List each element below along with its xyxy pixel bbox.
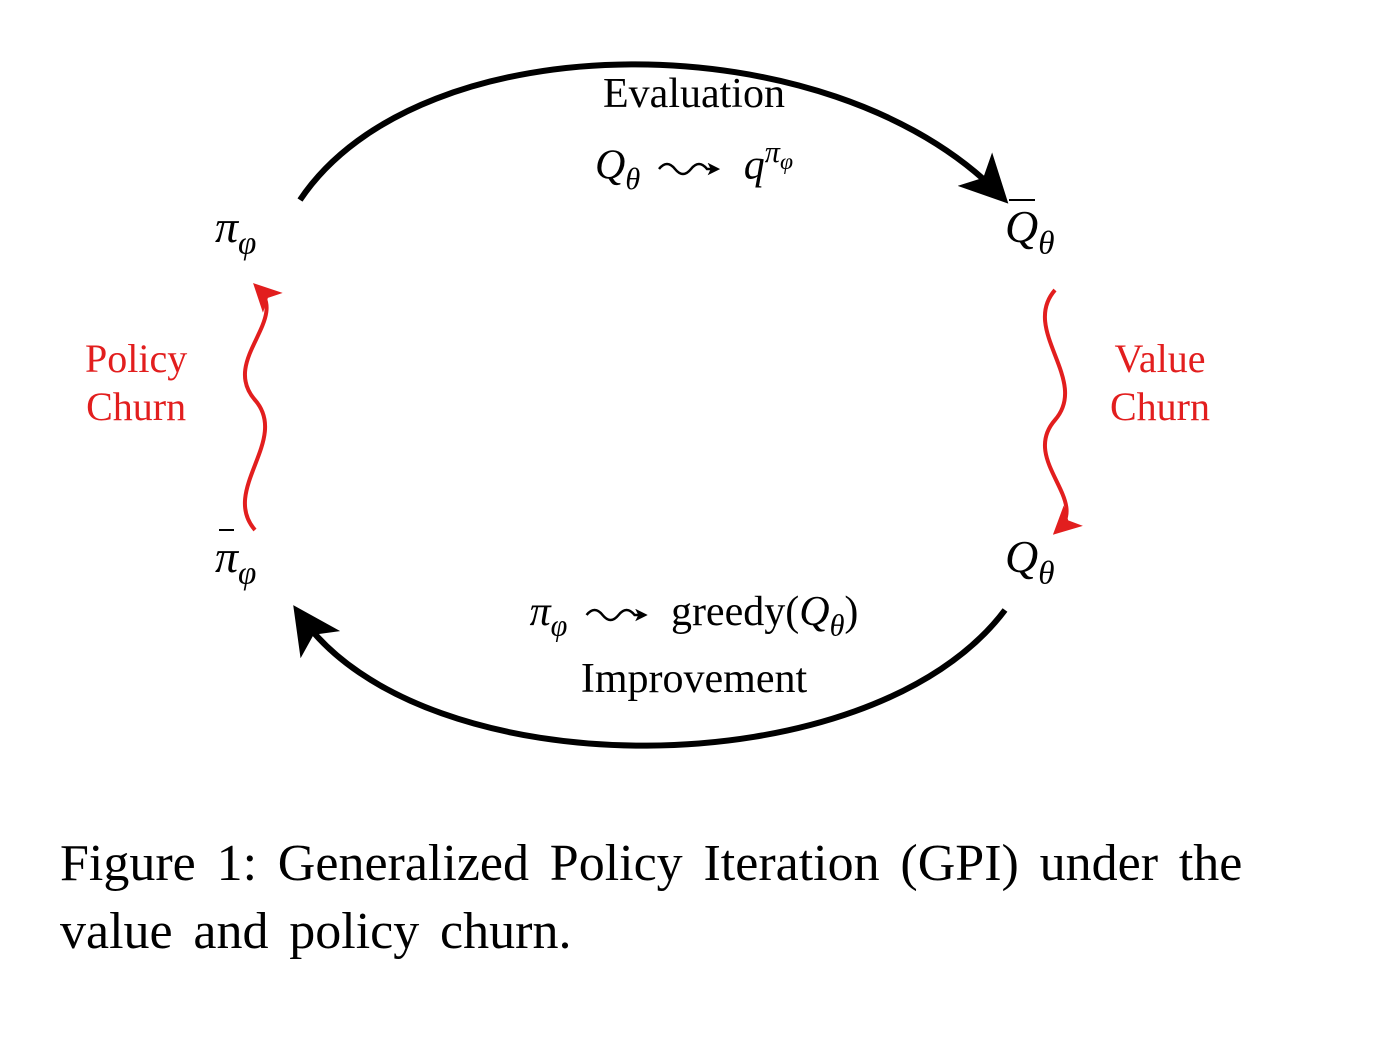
value-churn-line2: Churn [1110,384,1210,429]
eval-rhs-sup-sub: φ [780,149,793,175]
policy-churn-line2: Churn [86,384,186,429]
node-q-bar: Qθ [1005,200,1055,263]
improvement-expression: πφ greedy(Qθ) [530,588,859,644]
figure-caption: Figure 1: Generalized Policy Iteration (… [60,830,1328,965]
node-q-theta-symbol: Q [1005,531,1038,582]
node-q-theta: Qθ [1005,530,1055,593]
eval-lhs: Q [595,143,625,189]
eval-lhs-sub: θ [625,162,640,196]
node-pi-bar-symbol: π [215,530,238,583]
imp-greedy: greedy [671,589,785,635]
gpi-diagram: Evaluation Qθ qπφ πφ Qθ Policy Churn Val… [0,0,1388,800]
value-churn-line1: Value [1114,336,1205,381]
evaluation-label: Evaluation [603,70,785,118]
node-q-bar-sub: θ [1038,225,1054,262]
node-pi-bar-sub: φ [238,555,256,592]
node-q-bar-symbol: Q [1005,200,1038,253]
node-pi-bar: πφ [215,530,256,593]
node-pi-phi: πφ [215,200,256,263]
policy-churn-line1: Policy [85,336,187,381]
node-q-theta-sub: θ [1038,555,1054,592]
node-pi-phi-sub: φ [238,225,256,262]
right-squiggle [1045,290,1067,530]
imp-arg-sub: θ [830,609,845,643]
evaluation-expression: Qθ qπφ [595,135,793,197]
squiggly-arrow-icon [584,603,654,627]
imp-arg: Q [799,589,829,635]
eval-rhs: q [744,143,765,189]
squiggly-arrow-icon [657,157,727,181]
eval-rhs-sup: π [765,135,780,169]
imp-lhs-sub: φ [551,609,568,643]
left-squiggle [245,288,267,530]
improvement-label: Improvement [581,655,807,703]
policy-churn-label: Policy Churn [85,335,187,431]
imp-lhs: π [530,589,551,635]
node-pi-phi-symbol: π [215,201,238,252]
value-churn-label: Value Churn [1110,335,1210,431]
